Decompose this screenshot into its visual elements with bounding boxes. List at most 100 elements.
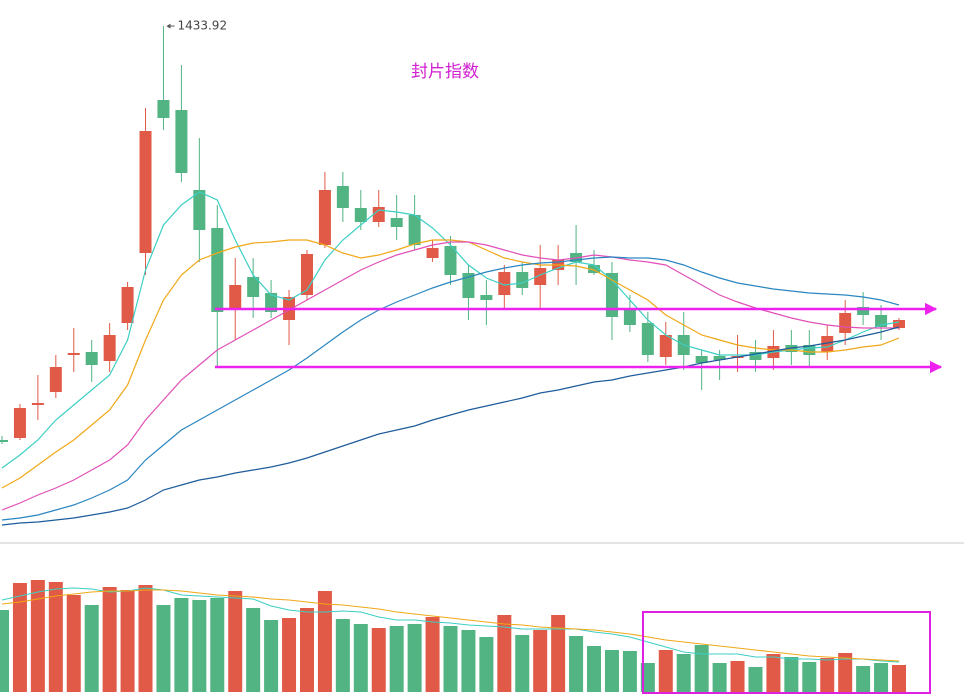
volume-bar [48,582,63,692]
volume-bar [587,646,602,692]
candle-body [462,273,475,298]
price-panel [0,26,905,526]
volume-bar [389,626,404,692]
volume-bar [102,587,117,692]
volume-bar [569,636,584,692]
volume-bar [228,591,243,692]
candle-body [139,131,152,253]
volume-average-line [1,587,900,663]
candle-body [390,218,403,227]
candle-body [623,310,636,325]
candle-body [498,272,511,295]
volume-bar [264,620,279,692]
highlight-box [642,611,931,694]
volume-bar [712,663,727,692]
candle-body [857,307,870,315]
candle-body [893,320,905,328]
candle-body [49,367,62,392]
volume-bar [802,662,817,692]
moving-average-line [1,256,900,521]
volume-bar [246,608,261,692]
moving-average-line [1,326,900,526]
candle-body [480,295,493,300]
candle-body [318,190,331,245]
candle-body [749,352,762,360]
volume-bar [12,583,27,692]
volume-bar [299,608,314,692]
candle-body [247,277,260,297]
volume-bar [856,666,871,692]
volume-bar [640,663,655,692]
volume-bar [766,654,781,692]
candle-body [588,265,601,273]
volume-bar [282,618,297,692]
candle-body [31,403,44,405]
candle-body [354,208,367,222]
volume-bar [84,605,99,692]
candle-body [372,207,385,222]
volume-bar [676,654,691,692]
volume-bar [192,600,207,692]
candle-body [121,287,134,323]
volume-bar [335,619,350,692]
candle-body [803,345,816,355]
volume-bar [784,657,799,692]
volume-bar [838,653,853,692]
volume-bar [407,624,422,692]
volume-bar [210,598,225,692]
candle-body [516,272,529,288]
candle-body [193,190,206,230]
candle-body [426,248,439,258]
candle-body [103,335,116,361]
candle-body [265,293,278,312]
candle-body [0,440,8,442]
volume-bar [30,580,45,692]
volume-average-line [1,589,900,662]
candle-body [157,100,170,118]
moving-average-line [1,191,900,469]
candle-body [821,336,834,352]
volume-panel [0,580,906,692]
candle-body [713,356,726,360]
volume-bar [317,591,332,692]
volume-bar [174,598,189,692]
volume-bar [604,650,619,692]
volume-bar [658,650,673,692]
candle-body [659,335,672,357]
volume-bar [353,624,368,692]
volume-bar [730,661,745,692]
volume-bar [156,605,171,692]
volume-bar [66,595,81,692]
volume-bar [371,628,386,692]
candle-body [408,215,421,245]
volume-bar [694,645,709,692]
volume-bar [479,637,494,692]
volume-bar [443,626,458,692]
high-label: 1433.92 [177,19,227,33]
moving-average-line [1,241,899,511]
volume-bar [551,615,566,692]
candle-body [13,408,26,438]
candle-body [444,246,457,275]
chart-title: 封片指数 [411,62,479,82]
volume-bar [748,667,763,692]
candle-body [839,313,852,333]
volume-bar [497,615,512,692]
candle-body [336,186,349,208]
volume-bar [820,658,835,692]
candle-body [695,356,708,363]
volume-bar [874,663,889,692]
volume-bar [0,610,9,692]
candle-body [641,323,654,355]
candle-body [211,228,224,312]
volume-bar [622,651,637,692]
candle-body [67,353,80,355]
candle-body [175,110,188,173]
volume-bar [120,590,135,692]
volume-bar [533,630,548,692]
volume-bar [892,665,906,692]
candle-body [534,268,547,285]
label-arrowhead [166,23,171,29]
volume-bar [138,585,153,692]
